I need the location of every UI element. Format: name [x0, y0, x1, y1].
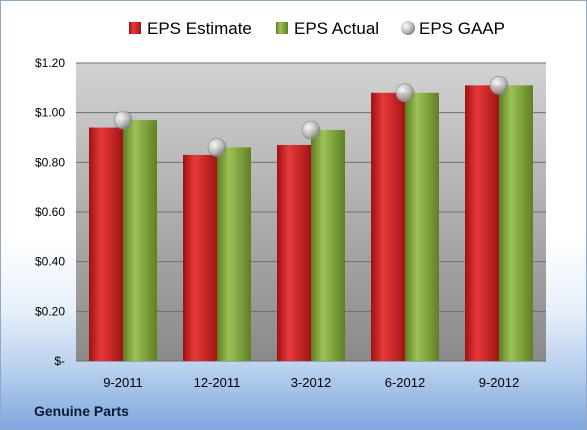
x-tick-label: 9-2011 — [103, 375, 143, 390]
legend-swatch-eps-gaap — [401, 21, 415, 35]
y-axis-ticks: $- $0.20 $0.40 $0.60 $0.80 $1.00 $1.20 — [35, 56, 65, 368]
x-tick-label: 12-2011 — [194, 375, 241, 390]
bar-eps-estimate — [277, 144, 311, 361]
marker-eps-gaap — [113, 110, 133, 130]
legend-label-eps-gaap: EPS GAAP — [419, 19, 505, 38]
legend: EPS Estimate EPS Actual EPS GAAP — [129, 19, 505, 38]
y-tick-label: $- — [54, 354, 65, 368]
bar-eps-actual — [123, 120, 157, 361]
legend-swatch-eps-estimate — [129, 22, 141, 34]
x-axis-ticks: 9-2011 12-2011 3-2012 6-2012 9-2012 — [103, 375, 519, 390]
y-tick-label: $1.20 — [35, 56, 65, 70]
marker-eps-gaap — [489, 76, 509, 95]
marker-eps-gaap — [395, 83, 415, 103]
y-tick-label: $1.00 — [35, 106, 65, 120]
company-name: Genuine Parts — [34, 403, 129, 419]
bar-eps-estimate — [89, 127, 123, 361]
marker-eps-gaap — [301, 120, 321, 140]
bar-eps-actual — [499, 85, 533, 361]
legend-label-eps-estimate: EPS Estimate — [147, 19, 252, 38]
bar-eps-actual — [311, 130, 345, 361]
marker-eps-gaap — [207, 138, 227, 157]
x-tick-label: 3-2012 — [291, 375, 331, 390]
legend-label-eps-actual: EPS Actual — [294, 19, 379, 38]
gaap-markers — [113, 76, 509, 157]
bar-eps-actual — [405, 92, 439, 362]
y-tick-label: $0.40 — [35, 255, 65, 269]
x-tick-label: 9-2012 — [479, 375, 519, 390]
bar-eps-actual — [217, 147, 251, 361]
y-tick-label: $0.80 — [35, 155, 65, 169]
bars — [89, 85, 533, 362]
y-tick-label: $0.20 — [35, 304, 65, 318]
y-tick-label: $0.60 — [35, 205, 65, 219]
bar-eps-estimate — [371, 92, 405, 362]
bar-eps-estimate — [183, 154, 217, 361]
bar-eps-estimate — [465, 85, 499, 361]
x-tick-label: 6-2012 — [385, 375, 425, 390]
legend-swatch-eps-actual — [276, 22, 288, 34]
